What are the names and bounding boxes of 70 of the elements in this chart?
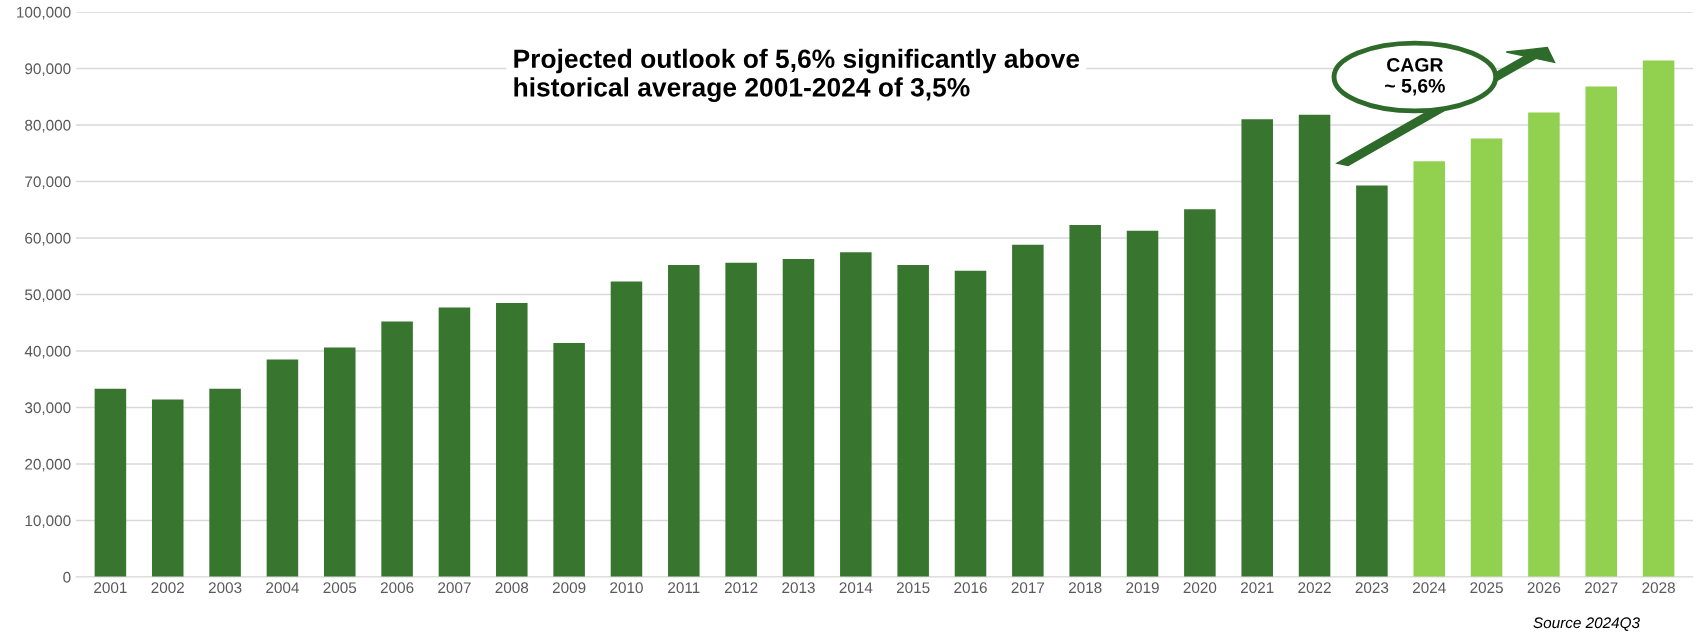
bar [1585,86,1618,577]
bar [610,281,643,577]
x-tick-label: 2007 [438,582,471,594]
bar [1356,185,1388,577]
y-tick-label: 10,000 [25,515,71,528]
y-tick-label: 0 [63,571,71,583]
y-tick-label: 20,000 [25,458,71,472]
x-tick-label: 2002 [151,582,184,594]
x-tick-label: 2006 [380,582,414,594]
x-tick-label: 2012 [724,582,758,594]
y-tick-label: 40,000 [24,345,71,359]
y-tick-label: 30,000 [25,402,71,415]
bar [782,258,815,577]
x-tick-label: 2023 [1355,582,1389,594]
y-tick-label: 60,000 [25,232,71,246]
x-tick-label: 2019 [1126,582,1159,594]
x-tick-label: 2016 [954,582,987,594]
y-tick-label: 90,000 [25,63,71,76]
x-tick-label: 2015 [896,582,930,594]
bar [1413,161,1445,577]
bar [668,265,700,577]
bar [209,388,241,577]
x-tick-label: 2024 [1413,582,1446,594]
bar [1241,119,1273,577]
annotation: CAGR ~ 5,6% [1385,57,1445,96]
bar [381,321,413,577]
bar [324,347,356,577]
x-tick-label: 2022 [1298,582,1331,594]
x-tick-label: 2013 [782,582,815,594]
x-tick-label: 2026 [1527,582,1561,594]
bar [151,399,184,577]
x-tick-label: 2005 [323,582,357,594]
x-tick-label: 2010 [610,582,643,594]
bar [438,307,471,577]
x-tick-label: 2028 [1642,582,1675,594]
y-tick-label: 70,000 [25,176,71,189]
x-tick-label: 2020 [1183,582,1217,594]
bar [1470,138,1503,577]
bar [1298,114,1331,577]
bar [1012,244,1044,577]
x-tick-label: 2017 [1011,582,1045,594]
x-tick-label: 2018 [1068,582,1102,594]
x-tick-label: 2004 [266,582,299,594]
bar [897,265,929,577]
bar [266,359,299,577]
bar [94,388,127,577]
bar [725,262,757,577]
bar [954,270,987,577]
x-tick-label: 2027 [1585,582,1618,594]
y-tick-label: 80,000 [25,119,71,133]
x-tick-label: 2021 [1240,582,1274,594]
bar [1069,225,1101,577]
x-tick-label: 2008 [495,582,529,594]
x-tick-label: 2014 [839,582,873,594]
y-tick-label: 50,000 [25,289,71,302]
source-note: Source 2024Q3 [1533,617,1640,631]
text: Projected outlook of 5,6% significantly above historical average 2001-2024 of 3,5% [514,48,1080,102]
bar [496,302,528,577]
x-tick-label: 2009 [552,582,586,594]
bar [1642,60,1675,577]
x-tick-label: 2003 [208,582,242,594]
x-tick-label: 2025 [1470,582,1503,594]
x-tick-label: 2011 [668,582,700,594]
x-tick-label: 2001 [94,582,127,594]
bar [553,343,585,577]
bar [1184,209,1216,577]
bar [1528,112,1560,577]
bar [1126,230,1159,577]
y-tick-label: 100,000 [17,6,71,20]
bar [840,252,872,577]
